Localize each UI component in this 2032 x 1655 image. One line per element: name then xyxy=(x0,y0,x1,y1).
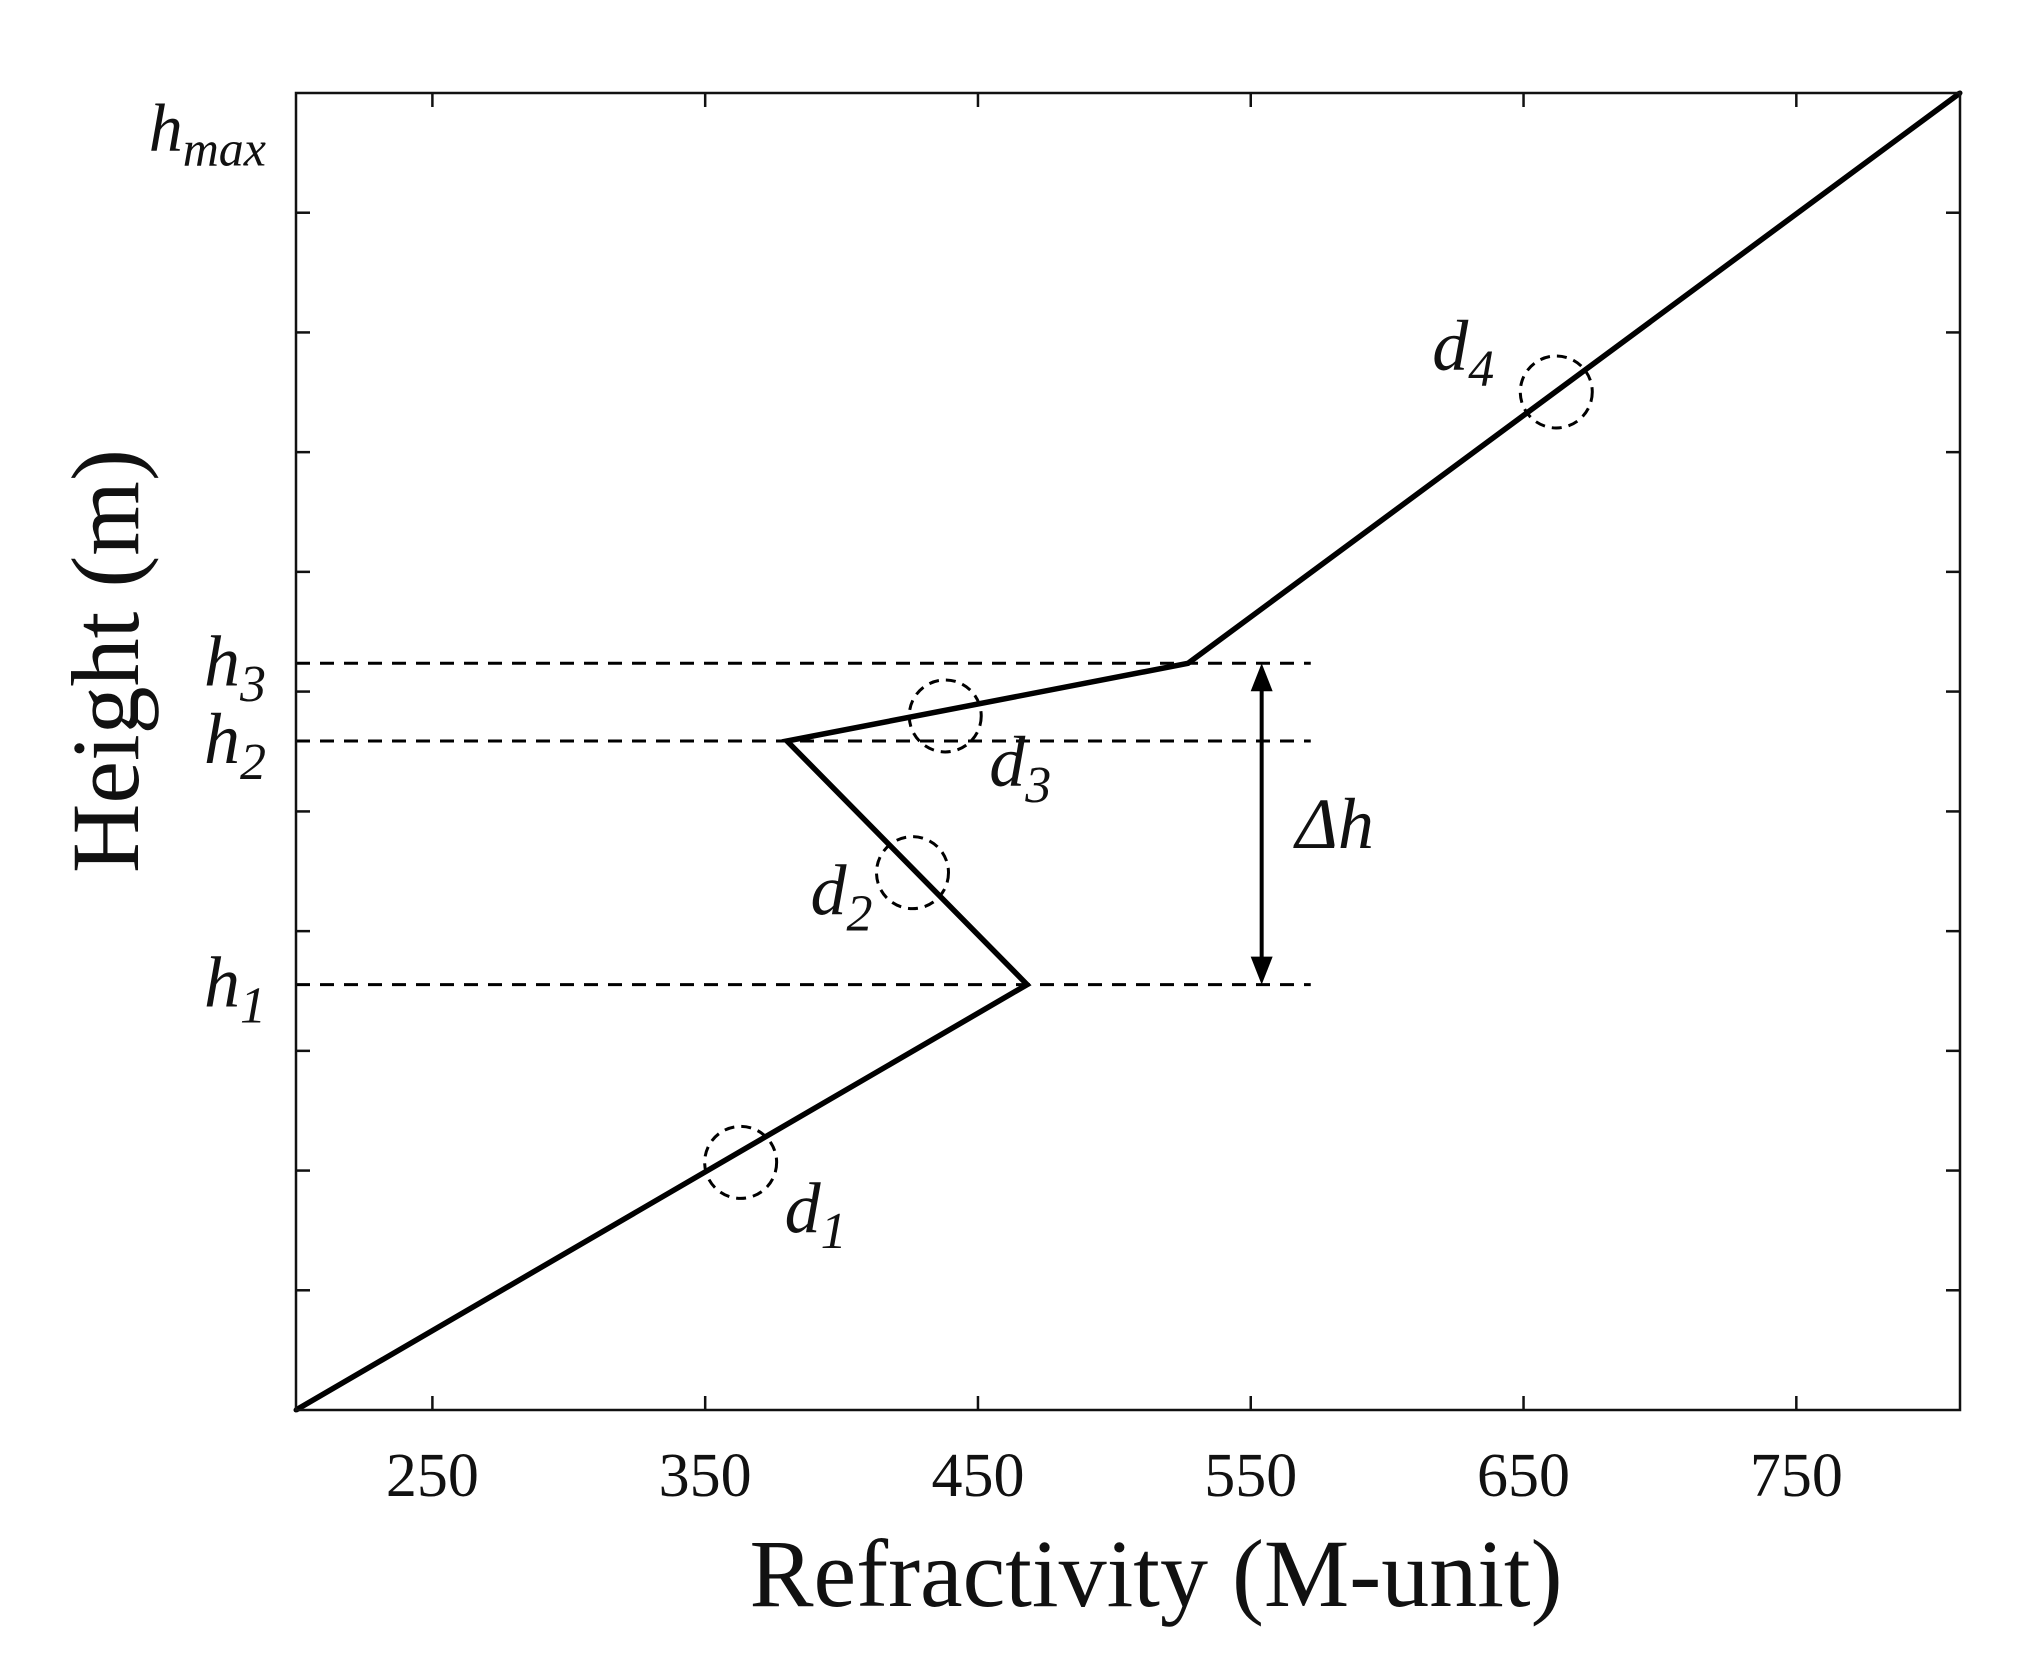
segment-label-d3: d3 xyxy=(989,722,1051,814)
level-label-hmax: hmax xyxy=(149,90,266,177)
x-tick-label: 550 xyxy=(1204,1442,1297,1510)
y-axis-title: Height (m) xyxy=(52,449,159,873)
delta-h-arrowhead-down xyxy=(1250,956,1273,985)
x-tick-label: 750 xyxy=(1750,1442,1843,1510)
x-tick-label: 650 xyxy=(1477,1442,1570,1510)
profile-vertex-3 xyxy=(1185,660,1191,666)
profile-series xyxy=(293,90,1963,1413)
segment-circle-d1 xyxy=(703,1124,779,1200)
x-tick-label: 450 xyxy=(931,1442,1024,1510)
profile-vertex-2 xyxy=(784,738,790,744)
level-label-h3: h3 xyxy=(204,621,266,713)
segment-label-d2: d2 xyxy=(810,851,872,943)
level-label-h2: h2 xyxy=(204,699,266,791)
profile-line xyxy=(294,90,1962,1413)
segment-circle-d2 xyxy=(874,835,950,911)
segment-label-d1: d1 xyxy=(785,1168,847,1260)
segment-label-d4: d4 xyxy=(1432,306,1494,398)
x-axis-title: Refractivity (M-unit) xyxy=(749,1520,1562,1627)
segment-markers xyxy=(703,354,1594,1200)
level-label-h1: h1 xyxy=(204,943,266,1035)
profile-vertex-1 xyxy=(1024,982,1030,988)
segment-circle-d4 xyxy=(1518,354,1594,430)
axes: 250 350 450 550 650 750 xyxy=(294,91,1962,1510)
delta-h-arrowhead-up xyxy=(1250,663,1273,692)
x-tick-label: 250 xyxy=(386,1442,479,1510)
plot-frame xyxy=(294,91,1962,1412)
segment-circle-d3 xyxy=(907,678,983,754)
delta-h-label: Δh xyxy=(1293,784,1374,864)
x-tick-label: 350 xyxy=(659,1442,752,1510)
level-guides xyxy=(296,661,1311,987)
